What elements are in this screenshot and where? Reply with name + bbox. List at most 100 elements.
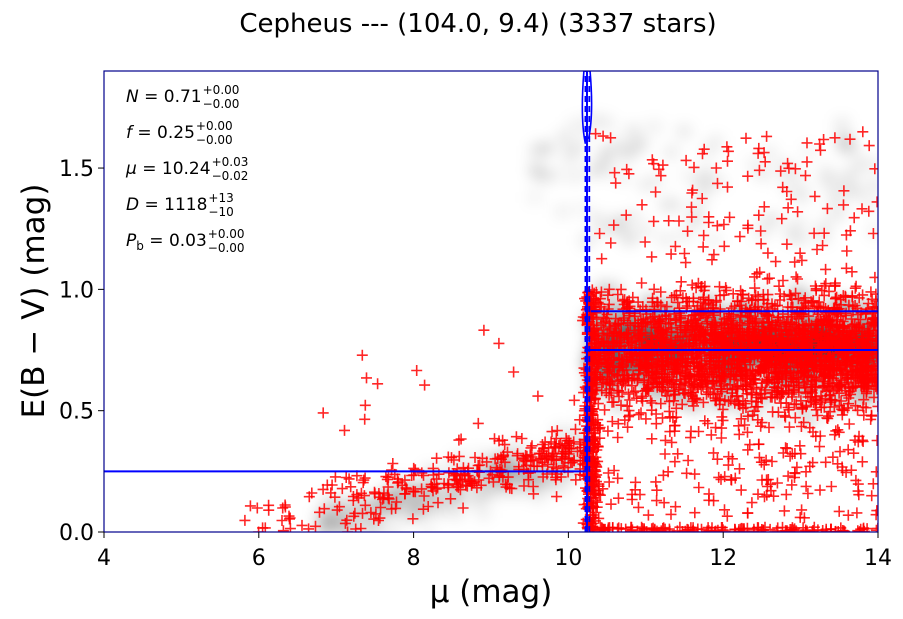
- star-marker: [869, 338, 878, 350]
- star-marker: [685, 432, 696, 444]
- star-marker: [669, 240, 681, 252]
- star-marker: [608, 219, 620, 231]
- star-marker: [510, 431, 522, 443]
- star-marker: [861, 383, 873, 395]
- density-cell: [556, 131, 571, 144]
- star-marker: [782, 470, 794, 482]
- star-marker: [651, 495, 663, 507]
- density-cell: [567, 170, 581, 183]
- star-marker: [722, 145, 734, 157]
- star-marker: [833, 346, 845, 358]
- chart-title: Cepheus --- (104.0, 9.4) (3337 stars): [239, 9, 716, 39]
- star-marker: [392, 477, 404, 489]
- star-marker: [798, 416, 810, 428]
- star-marker: [626, 524, 638, 532]
- star-marker: [682, 356, 694, 368]
- star-marker: [853, 292, 865, 304]
- star-marker: [239, 514, 251, 526]
- star-marker: [712, 177, 723, 189]
- star-marker: [719, 357, 731, 369]
- star-marker: [570, 474, 582, 486]
- star-marker: [783, 421, 795, 433]
- star-marker: [645, 395, 657, 407]
- star-marker: [867, 478, 878, 490]
- star-marker: [598, 524, 610, 532]
- star-marker: [828, 353, 840, 364]
- star-marker: [634, 353, 645, 365]
- star-marker: [672, 360, 684, 372]
- star-marker: [676, 353, 688, 365]
- star-marker: [841, 245, 853, 257]
- star-marker: [825, 481, 837, 492]
- star-marker: [709, 395, 721, 407]
- star-marker: [664, 426, 676, 438]
- star-marker: [852, 404, 864, 416]
- star-marker: [659, 386, 671, 397]
- star-marker: [454, 484, 466, 496]
- star-marker: [675, 313, 687, 325]
- star-marker: [863, 353, 875, 365]
- star-marker: [693, 482, 705, 493]
- star-marker: [487, 476, 499, 488]
- star-marker: [686, 211, 698, 223]
- star-marker: [837, 365, 849, 377]
- star-marker: [852, 364, 864, 376]
- star-marker: [814, 484, 826, 496]
- star-marker: [785, 193, 797, 205]
- star-marker: [589, 439, 601, 450]
- density-cell: [668, 198, 682, 211]
- star-marker: [794, 511, 806, 523]
- density-cell: [431, 504, 446, 517]
- star-marker: [824, 394, 836, 406]
- star-marker: [633, 409, 645, 421]
- star-marker: [814, 343, 826, 354]
- x-tick-label: 4: [97, 546, 111, 571]
- star-marker: [796, 403, 808, 415]
- star-marker: [808, 397, 819, 409]
- annotation-upper-error: +0.00: [196, 119, 233, 133]
- star-marker: [835, 395, 847, 407]
- star-marker: [839, 366, 851, 378]
- star-marker: [657, 412, 668, 424]
- star-marker: [696, 193, 708, 204]
- star-marker: [284, 512, 296, 524]
- fit-annotation: D = 1118 +13−10: [126, 191, 234, 219]
- star-marker: [798, 294, 810, 306]
- star-marker: [769, 345, 781, 357]
- star-marker: [759, 156, 771, 168]
- star-marker: [612, 418, 624, 430]
- star-marker: [844, 133, 856, 145]
- star-marker: [725, 474, 737, 485]
- posterior-contour: [587, 71, 593, 140]
- star-marker: [708, 307, 720, 319]
- star-marker: [681, 300, 693, 312]
- star-marker: [703, 295, 715, 307]
- star-marker: [705, 429, 717, 441]
- star-marker: [725, 313, 737, 325]
- star-marker: [593, 512, 605, 524]
- star-marker: [753, 209, 765, 221]
- star-marker: [782, 157, 794, 169]
- star-marker: [651, 346, 663, 358]
- star-marker: [372, 378, 384, 390]
- star-marker: [706, 254, 718, 266]
- star-marker: [623, 168, 635, 180]
- star-marker: [702, 418, 714, 429]
- x-tick-label: 12: [709, 546, 737, 571]
- density-cell: [867, 180, 878, 192]
- density-cell: [835, 118, 849, 131]
- star-marker: [747, 409, 759, 421]
- star-marker: [244, 500, 256, 512]
- annotation-upper-error: +0.03: [212, 155, 249, 169]
- star-marker: [755, 381, 767, 393]
- star-marker: [829, 279, 841, 291]
- star-marker: [689, 468, 701, 480]
- star-marker: [767, 406, 779, 418]
- star-marker: [697, 148, 708, 160]
- y-tick-label: 0.5: [59, 400, 94, 425]
- star-marker: [658, 333, 670, 345]
- star-marker: [725, 394, 737, 406]
- star-marker: [763, 422, 775, 433]
- star-marker: [778, 505, 790, 517]
